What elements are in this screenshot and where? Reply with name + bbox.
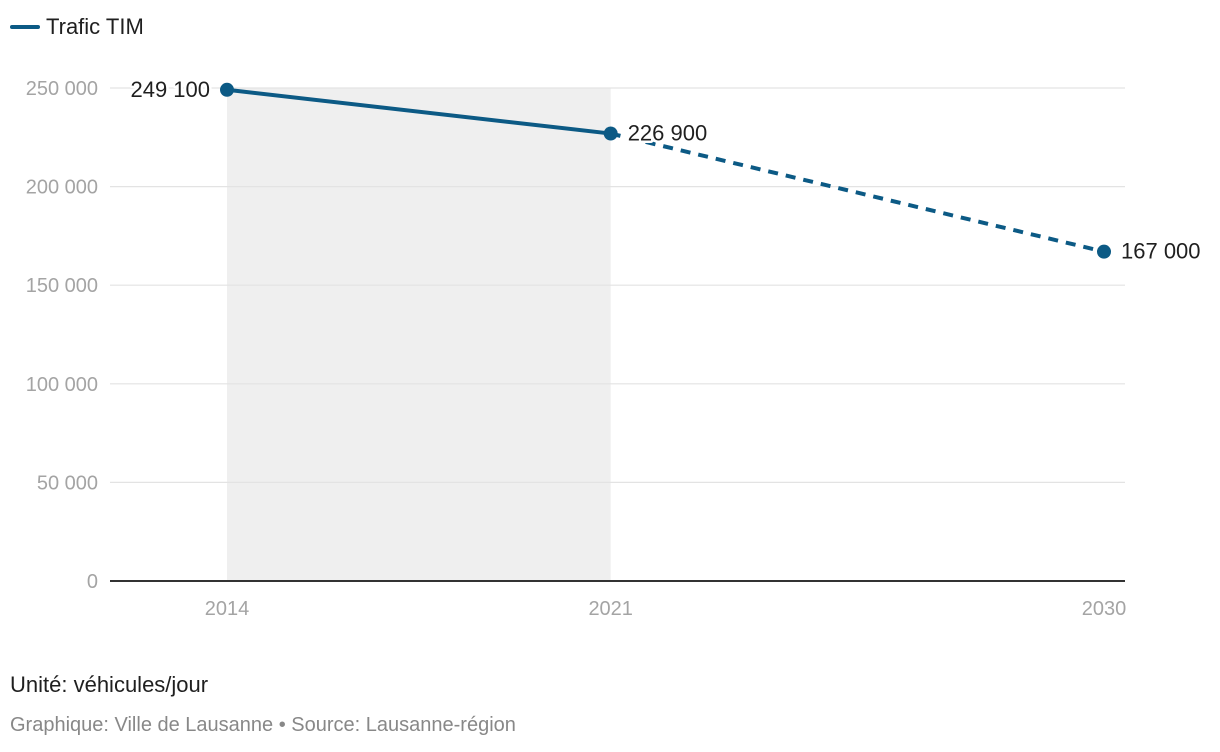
y-tick-label: 100 000 bbox=[26, 374, 98, 396]
line-chart: 0 50 000 100 000 150 000 200 000 250 000 2014… bbox=[25, 76, 1201, 620]
y-tick-label: 200 000 bbox=[26, 177, 98, 199]
y-tick-label: 150 000 bbox=[26, 275, 98, 297]
x-tick-label: 2030 bbox=[1082, 598, 1127, 620]
y-tick-label: 0 bbox=[87, 571, 98, 593]
x-tick-label: 2014 bbox=[205, 598, 250, 620]
data-point bbox=[603, 126, 618, 141]
legend-label: Trafic TIM bbox=[46, 14, 144, 39]
data-label: 249 100 bbox=[130, 77, 210, 102]
data-point bbox=[1097, 244, 1111, 259]
series-line-observed bbox=[226, 87, 611, 136]
legend-swatch bbox=[10, 25, 40, 29]
observed-period-shade bbox=[227, 88, 611, 581]
series-line-projection bbox=[610, 131, 1105, 254]
x-tick-label: 2021 bbox=[588, 598, 633, 620]
data-label: 167 000 bbox=[1121, 239, 1201, 264]
data-point bbox=[220, 82, 234, 97]
legend: Trafic TIM bbox=[10, 14, 144, 40]
unit-note: Unité: véhicules/jour bbox=[10, 672, 209, 697]
data-label: 226 900 bbox=[628, 121, 708, 146]
y-tick-label: 50 000 bbox=[37, 472, 98, 494]
y-tick-label: 250 000 bbox=[26, 78, 98, 100]
source-credit: Graphique: Ville de Lausanne • Source: L… bbox=[10, 714, 516, 736]
